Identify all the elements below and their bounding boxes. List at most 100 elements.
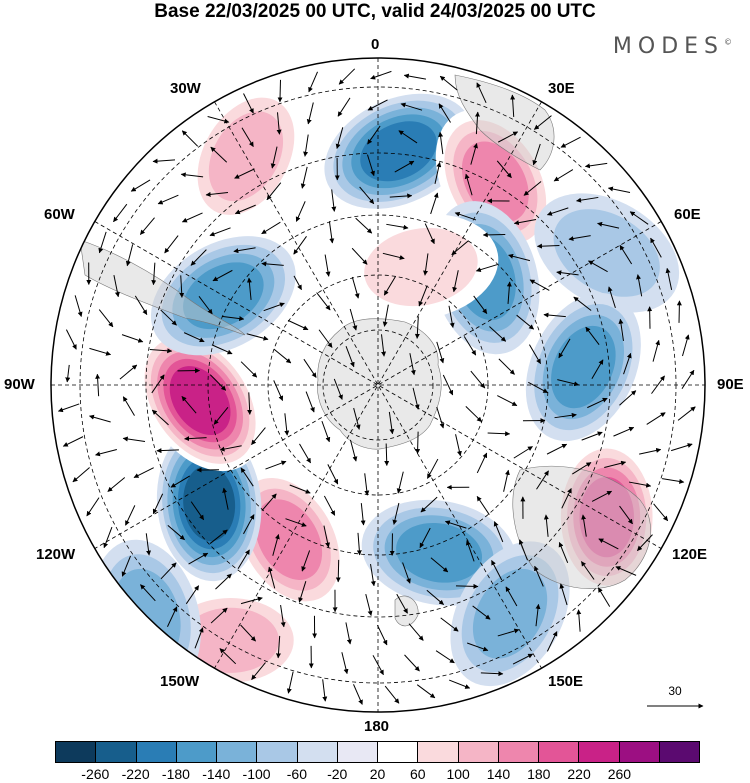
wind-vector: [637, 534, 653, 551]
wind-vector: [243, 93, 254, 114]
wind-vector: [408, 623, 424, 641]
wind-vector: [237, 549, 250, 569]
wind-vector: [619, 390, 637, 406]
wind-vector: [473, 295, 488, 314]
wind-vector: [215, 573, 232, 590]
wind-vector: [557, 379, 580, 387]
wind-vector: [353, 407, 361, 430]
wind-vector: [681, 369, 695, 389]
wind-vector: [240, 596, 263, 605]
wind-vector: [335, 127, 344, 150]
wind-vector: [546, 631, 558, 652]
brand-text: MODES: [612, 34, 724, 59]
wind-vector: [597, 587, 611, 607]
wind-vector: [107, 477, 126, 492]
colorbar-swatch: [176, 742, 217, 762]
anomaly-contour-level: [182, 607, 279, 673]
wind-vector: [183, 332, 205, 343]
wind-vector: [423, 253, 429, 276]
wind-vector: [160, 562, 177, 580]
wind-vector: [275, 635, 281, 659]
wind-vector: [240, 624, 256, 642]
wind-vector: [284, 413, 290, 436]
wind-vector: [560, 136, 581, 148]
wind-vector: [523, 181, 542, 196]
wind-vector: [665, 267, 673, 291]
wind-vector: [299, 443, 311, 464]
wind-vector: [472, 605, 491, 620]
map-title: Base 22/03/2025 00 UTC, valid 24/03/2025…: [154, 1, 596, 22]
wind-vector: [198, 295, 213, 315]
wind-vector: [384, 443, 390, 466]
wind-vector: [400, 102, 423, 111]
wind-vector: [337, 97, 351, 117]
wind-vector: [402, 562, 411, 584]
wind-vector: [604, 460, 627, 468]
wind-vector: [293, 275, 302, 291]
wind-vector: [681, 334, 690, 357]
colorbar-tick-label: 180: [527, 766, 551, 782]
wind-vector: [122, 436, 146, 442]
wind-vector: [341, 652, 349, 675]
lon-label-60w: 60W: [44, 206, 75, 223]
wind-vector: [420, 496, 438, 513]
wind-vector: [396, 471, 404, 494]
wind-vector: [588, 260, 608, 273]
wind-vector: [581, 514, 587, 537]
wind-vector: [65, 364, 71, 383]
wind-vector: [412, 387, 420, 410]
colorbar-swatch: [136, 742, 177, 762]
colorbar-swatch: [297, 742, 338, 762]
wind-vector: [409, 353, 416, 376]
wind-vector: [145, 533, 152, 556]
wind-vector: [587, 397, 608, 409]
anomaly-contour-level: [169, 366, 231, 436]
wind-vector: [512, 653, 534, 665]
wind-vector: [221, 315, 245, 321]
wind-vector: [95, 373, 101, 397]
wind-vector: [103, 526, 113, 549]
wind-vector: [452, 270, 459, 293]
wind-vector: [219, 445, 242, 452]
anomaly-blob: [138, 330, 262, 472]
polar-map: [50, 57, 706, 713]
brand-mark: ©: [724, 37, 732, 47]
wind-vector: [366, 154, 375, 177]
anomaly-contour-level: [360, 121, 437, 182]
wind-vector: [152, 158, 176, 164]
wind-vector: [444, 520, 467, 529]
wind-vector: [398, 130, 418, 144]
wind-vector: [285, 518, 307, 527]
wind-vector: [300, 166, 308, 189]
wind-vector: [598, 538, 619, 550]
wind-vector: [305, 391, 315, 413]
wind-vector: [276, 112, 282, 135]
wind-vector: [98, 309, 114, 328]
wind-vector: [414, 316, 420, 339]
anomaly-contour-level: [183, 465, 236, 542]
lon-label-150e: 150E: [548, 673, 584, 690]
wind-vector: [554, 412, 577, 419]
wind-vector: [389, 193, 413, 199]
colorbar-tick-label: -60: [286, 766, 307, 782]
colorbar-swatch: [96, 742, 137, 762]
wind-vector: [72, 467, 90, 483]
wind-vector: [351, 247, 368, 265]
anomaly-blob: [343, 214, 499, 320]
wind-vector: [240, 467, 254, 487]
wind-vector: [205, 191, 229, 197]
wind-vector: [470, 370, 486, 389]
wind-vector: [212, 269, 233, 282]
wind-vector: [418, 285, 428, 307]
colorbar-tick-label: 100: [446, 766, 470, 782]
wind-vector: [662, 478, 685, 484]
wind-vector: [426, 458, 439, 479]
wind-vector: [286, 671, 294, 694]
lon-label-0: 0: [371, 36, 380, 53]
wind-vector: [396, 593, 408, 614]
wind-vector: [455, 434, 462, 457]
wind-vector: [122, 396, 135, 416]
wind-vector: [480, 671, 504, 677]
wind-vector: [293, 235, 307, 255]
wind-vector: [113, 203, 128, 223]
